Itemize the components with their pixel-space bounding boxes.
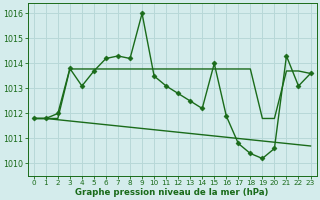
X-axis label: Graphe pression niveau de la mer (hPa): Graphe pression niveau de la mer (hPa)	[76, 188, 269, 197]
